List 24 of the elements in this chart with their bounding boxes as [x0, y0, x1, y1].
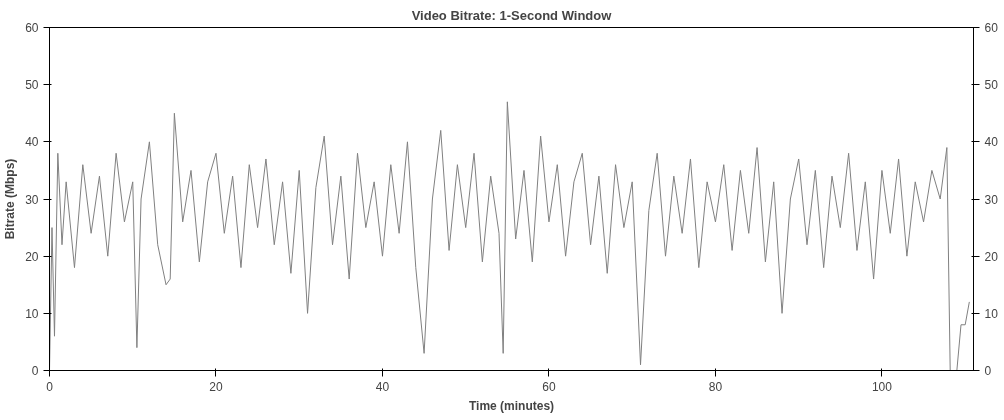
x-tick-label: 60 — [542, 379, 556, 394]
y2-tick-label: 10 — [984, 306, 999, 321]
x-tick-label: 100 — [871, 379, 893, 394]
y2-tick-label: 0 — [984, 364, 992, 378]
y2-tick-label: 20 — [984, 249, 999, 264]
y-tick-label: 0 — [31, 364, 39, 378]
y-tick-label: 30 — [25, 192, 39, 207]
y-tick-label: 60 — [25, 21, 39, 35]
y-tick-label: 40 — [25, 135, 39, 150]
y-tick-label: 20 — [25, 249, 39, 264]
line-series — [49, 101, 970, 371]
x-tick-label: 80 — [708, 379, 723, 394]
y-tick-label: 10 — [25, 306, 39, 321]
chart-title: Video Bitrate: 1-Second Window — [411, 7, 613, 23]
y2-tick-label: 40 — [984, 135, 999, 150]
y-axis-title: Bitrate (Mbps) — [3, 158, 18, 240]
y-tick-label: 50 — [25, 78, 39, 93]
y2-tick-label: 30 — [984, 192, 999, 207]
x-axis-title: Time (minutes) — [468, 398, 555, 413]
x-tick-label: 0 — [46, 379, 54, 394]
y2-tick-label: 50 — [984, 78, 999, 93]
x-tick-label: 20 — [209, 379, 223, 394]
x-tick-label: 40 — [375, 379, 390, 394]
y2-tick-label: 60 — [984, 21, 999, 35]
